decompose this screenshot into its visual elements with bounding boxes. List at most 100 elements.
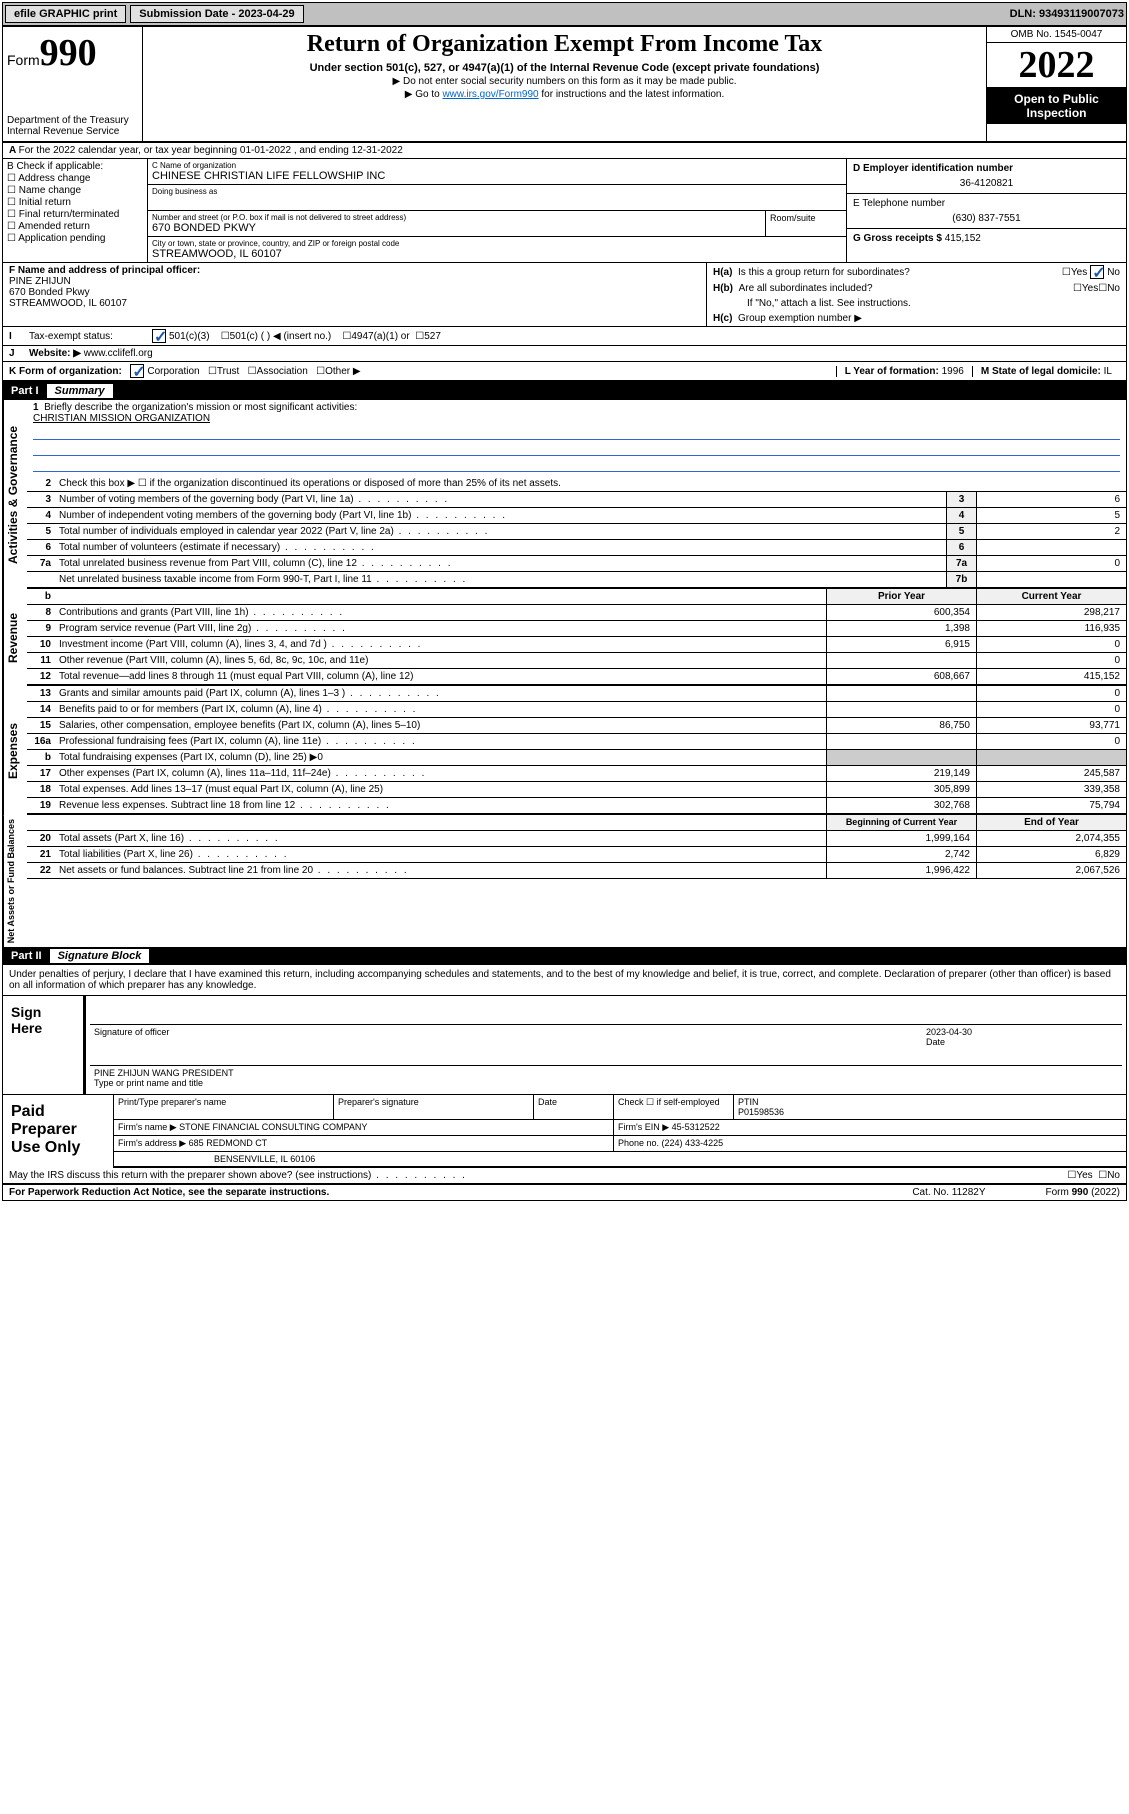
line17-text: Other expenses (Part IX, column (A), lin… [55,766,826,781]
i-opt4: 527 [424,331,441,342]
footer-left: For Paperwork Reduction Act Notice, see … [9,1187,912,1198]
chk-final-return[interactable]: ☐ Final return/terminated [7,209,143,220]
line22-py: 1,996,422 [826,863,976,878]
chk-initial-return[interactable]: ☐ Initial return [7,197,143,208]
i-opt1: 501(c)(3) [169,331,210,342]
prep-h1: Print/Type preparer's name [114,1095,334,1119]
irs-link[interactable]: www.irs.gov/Form990 [442,89,538,100]
may-yes[interactable]: Yes [1076,1170,1092,1181]
chk-name-change[interactable]: ☐ Name change [7,185,143,196]
line10-cy: 0 [976,637,1126,652]
chk-501c3[interactable] [152,329,166,343]
part1-num: Part I [11,385,39,397]
line20-py: 1,999,164 [826,831,976,846]
inspection-label: Open to Public Inspection [987,88,1126,124]
may-no[interactable]: No [1107,1170,1120,1181]
subdate-label: Submission Date - [139,8,238,20]
sig-date-label: Date [926,1037,945,1047]
line3-val: 6 [976,492,1126,507]
street-value: 670 BONDED PKWY [152,222,761,234]
line11-text: Other revenue (Part VIII, column (A), li… [55,653,826,668]
m-value: IL [1104,366,1112,377]
subdate-value: 2023-04-29 [238,8,294,20]
page-footer: For Paperwork Reduction Act Notice, see … [3,1184,1126,1200]
hb-no[interactable]: No [1107,283,1120,294]
firm-label: Firm's name ▶ [118,1122,177,1132]
note-link: ▶ Go to www.irs.gov/Form990 for instruct… [147,89,982,100]
firm-phone: (224) 433-4225 [662,1138,724,1148]
line12-text: Total revenue—add lines 8 through 11 (mu… [55,669,826,684]
org-name: CHINESE CHRISTIAN LIFE FELLOWSHIP INC [152,170,842,182]
hb-text: Are all subordinates included? [739,283,1073,294]
line18-py: 305,899 [826,782,976,797]
col-end: End of Year [976,815,1126,830]
tab-net-assets: Net Assets or Fund Balances [3,815,27,947]
hb-yes[interactable]: Yes [1082,283,1098,294]
firm-addr1: 685 REDMOND CT [189,1138,268,1148]
top-toolbar: efile GRAPHIC print Submission Date - 20… [3,3,1126,27]
line12-py: 608,667 [826,669,976,684]
line15-py: 86,750 [826,718,976,733]
j-label: Website: ▶ [29,348,81,359]
line3-text: Number of voting members of the governin… [55,492,946,507]
footer-right: Form 990 (2022) [1046,1187,1120,1198]
city-label: City or town, state or province, country… [152,239,842,248]
chk-corporation[interactable] [130,364,144,378]
efile-button[interactable]: efile GRAPHIC print [5,5,126,23]
hc-text: Group exemption number ▶ [738,313,862,324]
line19-cy: 75,794 [976,798,1126,813]
chk-amended[interactable]: ☐ Amended return [7,221,143,232]
tax-year: 2022 [987,43,1126,88]
hb-note: If "No," attach a list. See instructions… [707,296,1126,311]
line4-num: 4 [946,508,976,523]
ha-yes[interactable]: Yes [1071,267,1087,278]
line7b-val [976,572,1126,587]
l-value: 1996 [942,366,964,377]
line9-cy: 116,935 [976,621,1126,636]
phone-label2: Phone no. [618,1138,662,1148]
line19-py: 302,768 [826,798,976,813]
gross-label: G Gross receipts $ [853,233,945,244]
city-value: STREAMWOOD, IL 60107 [152,248,842,260]
form-id-block: Form990 Department of the Treasury Inter… [3,27,143,141]
addr-label: Firm's address ▶ [118,1138,186,1148]
prep-ptin: P01598536 [738,1107,784,1117]
line6-num: 6 [946,540,976,555]
prep-label: Paid Preparer Use Only [3,1095,113,1168]
ha-no-check[interactable] [1090,265,1104,279]
line20-cy: 2,074,355 [976,831,1126,846]
chk-application-pending[interactable]: ☐ Application pending [7,233,143,244]
i-opt2: 501(c) ( ) ◀ (insert no.) [230,331,332,342]
row-i-tax-status: ITax-exempt status: 501(c)(3) ☐ 501(c) (… [3,327,1126,346]
col-current-year: Current Year [976,589,1126,604]
line6-text: Total number of volunteers (estimate if … [55,540,946,555]
mission-label: Briefly describe the organization's miss… [44,402,357,413]
sign-block: Sign Here Signature of officer 2023-04-3… [3,996,1126,1095]
chk-address-change[interactable]: ☐ Address change [7,173,143,184]
sign-label: Sign Here [3,996,83,1094]
line8-text: Contributions and grants (Part VIII, lin… [55,605,826,620]
form-title: Return of Organization Exempt From Incom… [147,31,982,58]
line9-py: 1,398 [826,621,976,636]
line15-text: Salaries, other compensation, employee b… [55,718,826,733]
col-c-org: C Name of organization CHINESE CHRISTIAN… [148,159,846,262]
line17-cy: 245,587 [976,766,1126,781]
tab-revenue: Revenue [3,589,27,686]
submission-date: Submission Date - 2023-04-29 [130,5,303,23]
officer-label: F Name and address of principal officer: [9,265,200,276]
firm-addr2: BENSENVILLE, IL 60106 [114,1152,1126,1166]
line15-cy: 93,771 [976,718,1126,733]
line9-text: Program service revenue (Part VIII, line… [55,621,826,636]
firm-ein: 45-5312522 [672,1122,720,1132]
line8-cy: 298,217 [976,605,1126,620]
irs-label: Internal Revenue Service [7,126,138,137]
line16a-py [826,734,976,749]
line3-num: 3 [946,492,976,507]
may-discuss-row: May the IRS discuss this return with the… [3,1168,1126,1184]
col-b-checkboxes: B Check if applicable: ☐ Address change … [3,159,148,262]
sig-date: 2023-04-30 [926,1027,972,1037]
l-label: L Year of formation: [845,366,942,377]
period-text: For the 2022 calendar year, or tax year … [19,145,403,156]
prep-h3: Date [534,1095,614,1119]
part2-title: Signature Block [50,949,150,963]
